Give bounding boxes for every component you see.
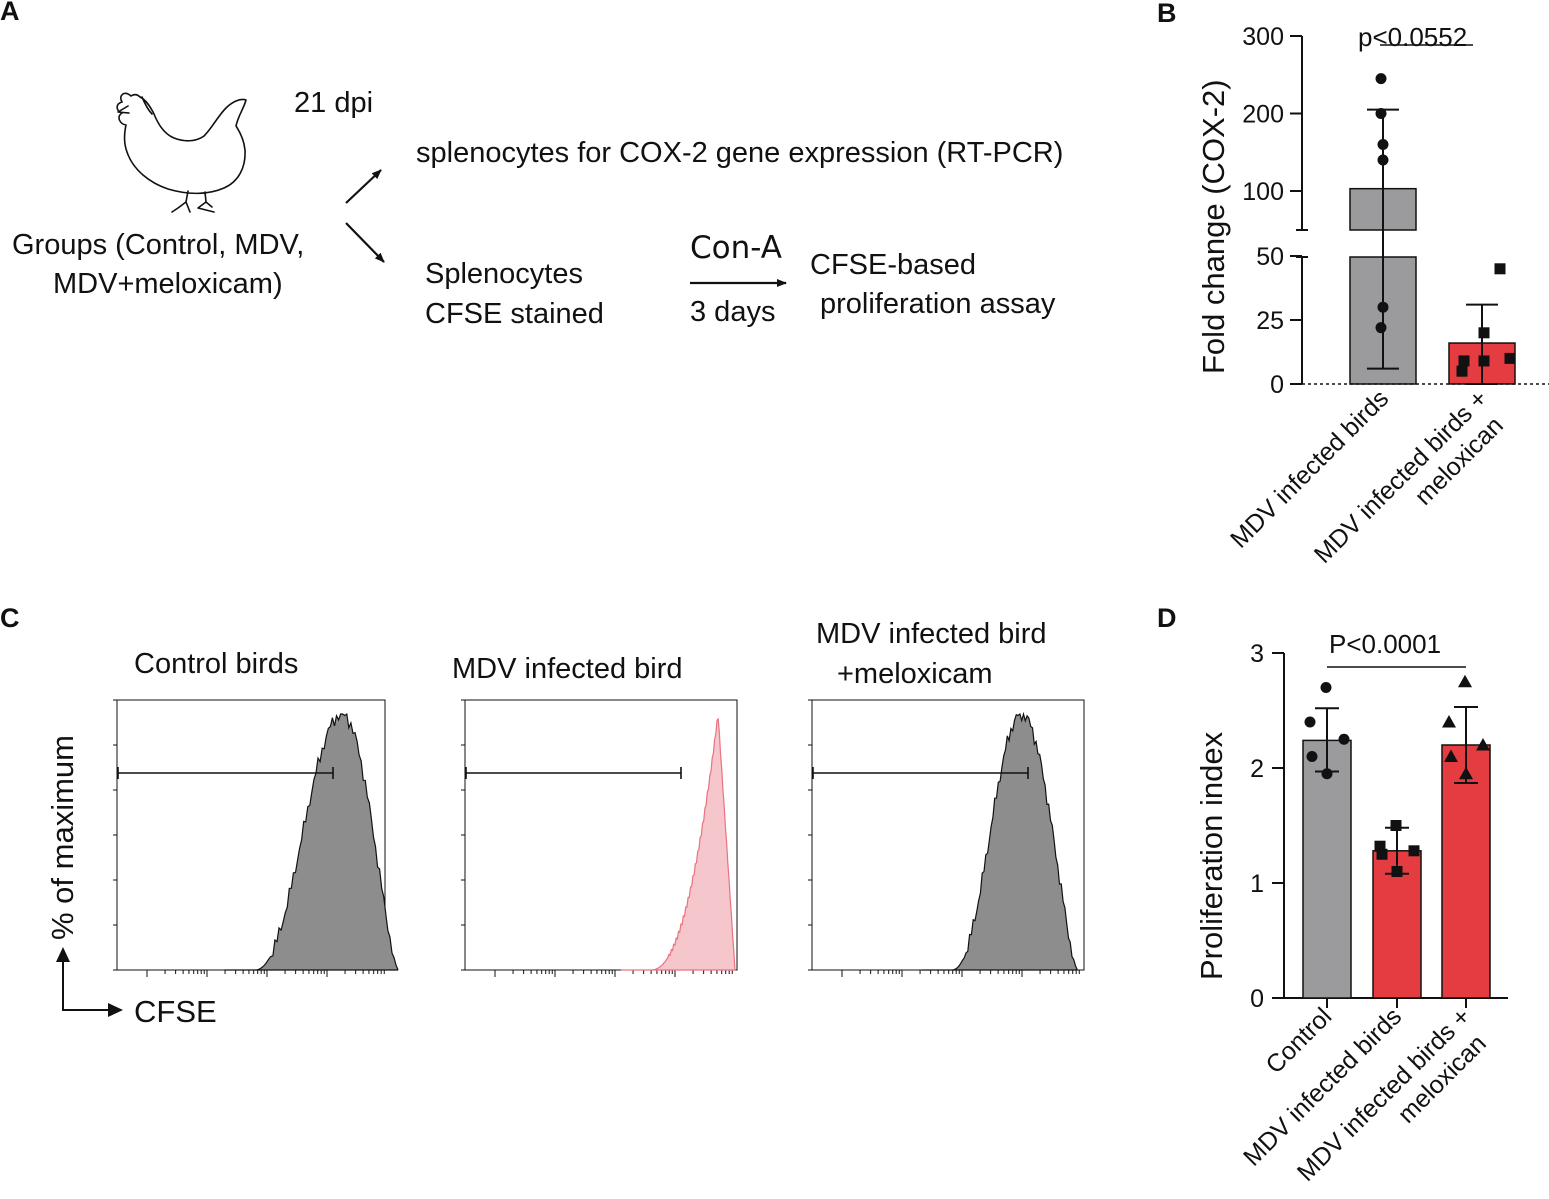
data-point xyxy=(1320,682,1332,693)
dpi-label: 21 dpi xyxy=(294,87,373,119)
data-point xyxy=(1375,73,1387,85)
data-point xyxy=(1476,738,1490,751)
y-tick-label: 300 xyxy=(1242,23,1284,51)
duration-label: 3 days xyxy=(690,296,775,328)
data-point xyxy=(1442,715,1456,728)
data-point xyxy=(1375,108,1387,119)
data-point xyxy=(1458,355,1470,367)
groups-line-1: Groups (Control, MDV, xyxy=(12,229,304,261)
histogram-mdv-meloxicam xyxy=(808,699,1085,977)
data-point xyxy=(1304,716,1316,728)
panel-label-a: A xyxy=(0,0,20,26)
groups-line-2: MDV+meloxicam) xyxy=(53,268,283,300)
data-point xyxy=(1377,301,1389,313)
data-point xyxy=(1456,365,1468,377)
panel-label-d: D xyxy=(1157,603,1177,633)
category-label-1: MDV infected birds +meloxican xyxy=(1309,384,1515,590)
histogram-title-mdv: MDV infected bird xyxy=(452,653,683,685)
histogram-title-mdv-meloxicam-2: +meloxicam xyxy=(837,658,993,690)
arrow-up-right-icon xyxy=(345,169,382,204)
data-point xyxy=(1321,768,1333,780)
y-tick-label: 0 xyxy=(1250,985,1264,1013)
histogram-title-control: Control birds xyxy=(134,648,298,680)
panel-a-workflow: 21 dpi Groups (Control, MDV, MDV+meloxic… xyxy=(12,87,1063,330)
bar xyxy=(1441,744,1491,999)
data-point xyxy=(1338,733,1350,745)
chicken-icon xyxy=(116,92,247,213)
histogram-distribution xyxy=(620,717,736,971)
data-point xyxy=(1459,766,1473,780)
chart-fold-change: 0 25 50 100 200 300 Fold change (COX-2) p<0.055… xyxy=(1196,22,1549,590)
arrow-up-icon xyxy=(56,947,70,962)
data-point xyxy=(1376,848,1388,860)
category-label-line: MDV infected birds + xyxy=(1309,384,1493,568)
data-point xyxy=(1374,840,1386,852)
data-point xyxy=(1444,749,1458,762)
data-point xyxy=(1478,327,1490,339)
assay-line-1: CFSE-based xyxy=(810,249,976,281)
stimulus-label: Con-A xyxy=(690,230,782,266)
data-point xyxy=(1478,355,1490,367)
histogram-distribution xyxy=(224,712,399,971)
cfse-x-axis-label: CFSE xyxy=(134,994,217,1029)
data-point xyxy=(1504,352,1516,364)
data-point xyxy=(1391,866,1403,877)
y-axis-label: Proliferation index xyxy=(1194,731,1229,980)
assay-line-2: proliferation assay xyxy=(820,288,1056,320)
arrow-right-small-icon xyxy=(108,1003,123,1017)
histogram-distribution xyxy=(921,711,1078,971)
arrow-down-right-icon xyxy=(345,222,385,263)
cfse-y-axis-label: % of maximum xyxy=(45,735,80,940)
significance-label: p<0.0552 xyxy=(1358,22,1467,52)
histogram-title-mdv-meloxicam-1: MDV infected bird xyxy=(816,618,1047,650)
top-branch-label: splenocytes for COX-2 gene expression (R… xyxy=(416,137,1063,169)
splenocytes-line-1: Splenocytes xyxy=(425,258,583,290)
y-tick-label: 2 xyxy=(1250,755,1264,783)
y-tick-label: 200 xyxy=(1242,101,1284,129)
significance-label: P<0.0001 xyxy=(1329,629,1441,659)
y-tick-label: 0 xyxy=(1270,371,1284,399)
data-point xyxy=(1458,674,1472,688)
y-axis-label: Fold change (COX-2) xyxy=(1196,79,1231,374)
panel-label-c: C xyxy=(0,603,20,633)
data-point xyxy=(1306,751,1318,762)
panel-label-b: B xyxy=(1157,0,1177,28)
y-tick-label: 1 xyxy=(1250,870,1264,898)
splenocytes-line-2: CFSE stained xyxy=(425,298,604,330)
bar xyxy=(1302,739,1352,999)
histogram-control xyxy=(113,699,399,977)
data-point xyxy=(1408,845,1420,857)
data-point xyxy=(1375,322,1387,334)
y-tick-label: 3 xyxy=(1250,640,1264,668)
data-point xyxy=(1377,154,1389,166)
data-point xyxy=(1390,820,1402,831)
axis-arrow-icon xyxy=(62,955,115,1011)
y-tick-label: 25 xyxy=(1256,307,1284,335)
data-point xyxy=(1494,263,1506,275)
panel-c-histograms: Control birds MDV infected bird MDV infe… xyxy=(45,618,1085,1029)
y-tick-label: 100 xyxy=(1242,178,1284,206)
histogram-mdv xyxy=(461,699,738,977)
data-point xyxy=(1377,139,1389,150)
y-tick-label: 50 xyxy=(1256,243,1284,271)
